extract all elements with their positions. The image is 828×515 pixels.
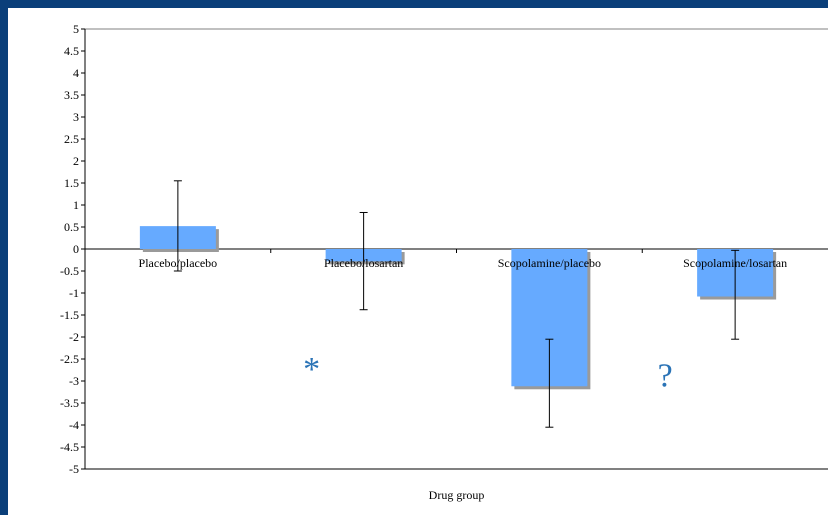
labels: Placebo/placebo Placebo/losartan Scopolami… <box>139 256 788 395</box>
y-tick-label: -5 <box>69 462 79 476</box>
y-tick-label: 4 <box>73 66 79 80</box>
y-tick-label: -1 <box>69 286 79 300</box>
y-tick-label: 5 <box>73 22 79 36</box>
category-label: Scopolamine/losartan <box>683 256 787 270</box>
y-tick-label: 1 <box>73 198 79 212</box>
y-tick-label: 3.5 <box>64 88 79 102</box>
y-tick-label: 2.5 <box>64 132 79 146</box>
y-tick-label: -3 <box>69 374 79 388</box>
error-bars <box>173 180 740 428</box>
y-tick-label: -2 <box>69 330 79 344</box>
y-tick-label: -0.5 <box>60 264 79 278</box>
bars <box>139 226 777 390</box>
y-tick-label: -1.5 <box>60 308 79 322</box>
y-tick-label: 1.5 <box>64 176 79 190</box>
y-tick-label: -4.5 <box>60 440 79 454</box>
annotation-marker: * <box>303 351 320 388</box>
chart-panel: 5 4.5 4 3.5 3 2.5 2 1.5 1 0.5 0 -0.5 -1 -1.5 -2 -2.5 -3 -… <box>8 8 828 515</box>
category-label: Placebo/losartan <box>324 256 403 270</box>
bar-chart: 5 4.5 4 3.5 3 2.5 2 1.5 1 0.5 0 -0.5 -1 -1.5 -2 -2.5 -3 -… <box>60 22 828 502</box>
x-axis-title: Drug group <box>429 488 485 502</box>
y-tick-label: -4 <box>69 418 79 432</box>
y-tick-label: 2 <box>73 154 79 168</box>
y-tick-label: 0.5 <box>64 220 79 234</box>
y-tick-label: 4.5 <box>64 44 79 58</box>
category-label: Scopolamine/placebo <box>498 256 601 270</box>
y-tick-label: 3 <box>73 110 79 124</box>
category-label: Placebo/placebo <box>139 256 218 270</box>
y-tick-label: -2.5 <box>60 352 79 366</box>
y-tick-label: 0 <box>73 242 79 256</box>
annotation-marker: ? <box>658 358 673 395</box>
y-tick-label: -3.5 <box>60 396 79 410</box>
